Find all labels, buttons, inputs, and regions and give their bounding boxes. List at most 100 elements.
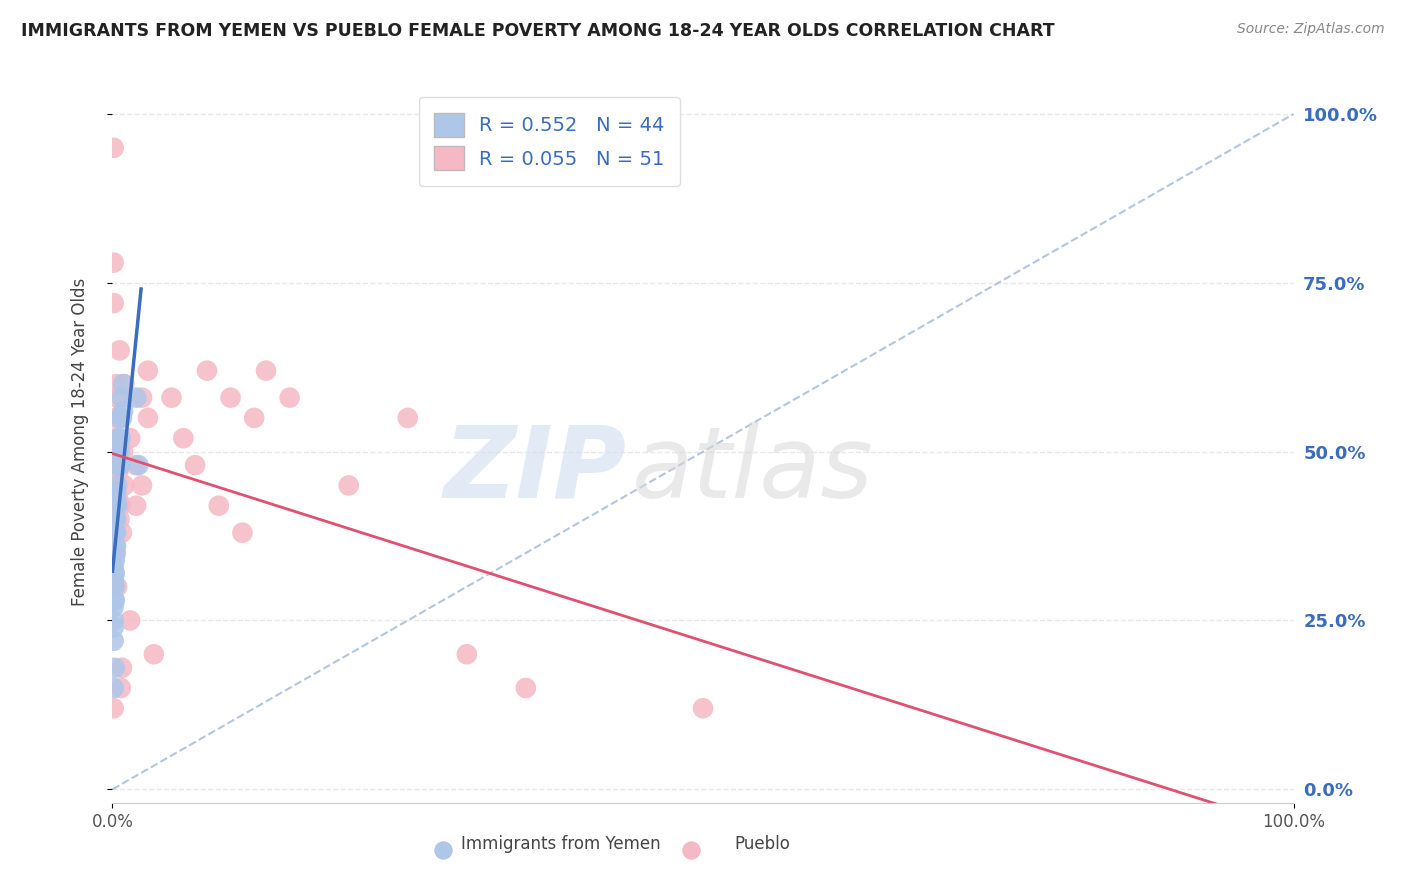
Point: [105, 485, 128, 500]
Point: [108, 411, 131, 425]
Point: [125, 391, 148, 405]
Point: [104, 411, 127, 425]
Point: [105, 458, 128, 472]
Point: [131, 478, 153, 492]
Point: [105, 580, 128, 594]
Point: [432, 826, 454, 840]
Point: [337, 478, 360, 492]
Point: [103, 566, 125, 581]
Text: ZIP: ZIP: [443, 422, 626, 519]
Point: [219, 391, 242, 405]
Point: [103, 580, 125, 594]
Point: [103, 573, 125, 587]
Point: [278, 391, 301, 405]
Point: [120, 431, 142, 445]
Point: [111, 661, 134, 675]
Text: Source: ZipAtlas.com: Source: ZipAtlas.com: [1237, 22, 1385, 37]
Point: [111, 525, 134, 540]
Point: [231, 525, 253, 540]
Point: [108, 411, 131, 425]
Point: [105, 512, 128, 526]
Point: [105, 539, 128, 553]
Point: [243, 411, 266, 425]
Point: [112, 444, 135, 458]
Point: [107, 431, 129, 445]
Point: [108, 512, 131, 526]
Text: atlas: atlas: [633, 422, 873, 519]
Point: [112, 404, 135, 418]
Point: [104, 593, 127, 607]
Point: [108, 444, 131, 458]
Point: [103, 620, 125, 634]
Point: [104, 539, 127, 553]
Point: [131, 391, 153, 405]
Point: [111, 411, 134, 425]
Point: [104, 661, 127, 675]
Point: [104, 525, 127, 540]
Point: [107, 491, 129, 506]
Point: [103, 296, 125, 310]
Point: [105, 377, 128, 392]
Point: [105, 391, 128, 405]
Point: [111, 391, 134, 405]
Point: [108, 343, 131, 358]
Point: [136, 364, 159, 378]
Point: [103, 701, 125, 715]
Point: [112, 377, 135, 392]
Point: [456, 647, 478, 661]
Point: [105, 491, 128, 506]
Point: [396, 411, 419, 425]
Point: [515, 681, 537, 695]
Point: [104, 546, 127, 560]
Point: [125, 499, 148, 513]
Point: [103, 499, 125, 513]
Point: [104, 458, 127, 472]
Point: [105, 525, 128, 540]
Point: [142, 647, 165, 661]
Point: [107, 465, 129, 479]
Point: [195, 364, 218, 378]
Point: [103, 580, 125, 594]
Point: [104, 512, 127, 526]
Point: [105, 478, 128, 492]
Point: [104, 580, 127, 594]
Point: [103, 614, 125, 628]
Point: [184, 458, 207, 472]
Point: [110, 681, 132, 695]
Point: [692, 701, 714, 715]
Point: [107, 458, 129, 472]
Point: [112, 478, 135, 492]
Point: [105, 431, 128, 445]
Point: [120, 614, 142, 628]
Point: [103, 141, 125, 155]
Point: [104, 552, 127, 566]
Point: [160, 391, 183, 405]
Point: [172, 431, 194, 445]
Point: [208, 499, 231, 513]
Point: [103, 478, 125, 492]
Point: [105, 546, 128, 560]
Point: [105, 444, 128, 458]
Text: Pueblo: Pueblo: [734, 836, 790, 854]
Point: [103, 593, 125, 607]
Point: [105, 499, 128, 513]
Point: [681, 826, 703, 840]
Point: [127, 458, 149, 472]
Point: [107, 444, 129, 458]
Text: IMMIGRANTS FROM YEMEN VS PUEBLO FEMALE POVERTY AMONG 18-24 YEAR OLDS CORRELATION: IMMIGRANTS FROM YEMEN VS PUEBLO FEMALE P…: [21, 22, 1054, 40]
Point: [103, 559, 125, 574]
Point: [254, 364, 277, 378]
Text: Immigrants from Yemen: Immigrants from Yemen: [461, 836, 661, 854]
Point: [103, 255, 125, 269]
Point: [104, 566, 127, 581]
Point: [112, 377, 135, 392]
Point: [110, 458, 132, 472]
Point: [110, 499, 132, 513]
Point: [103, 539, 125, 553]
Point: [103, 525, 125, 540]
Point: [103, 599, 125, 614]
Point: [105, 499, 128, 513]
Point: [103, 546, 125, 560]
Point: [125, 458, 148, 472]
Point: [103, 681, 125, 695]
